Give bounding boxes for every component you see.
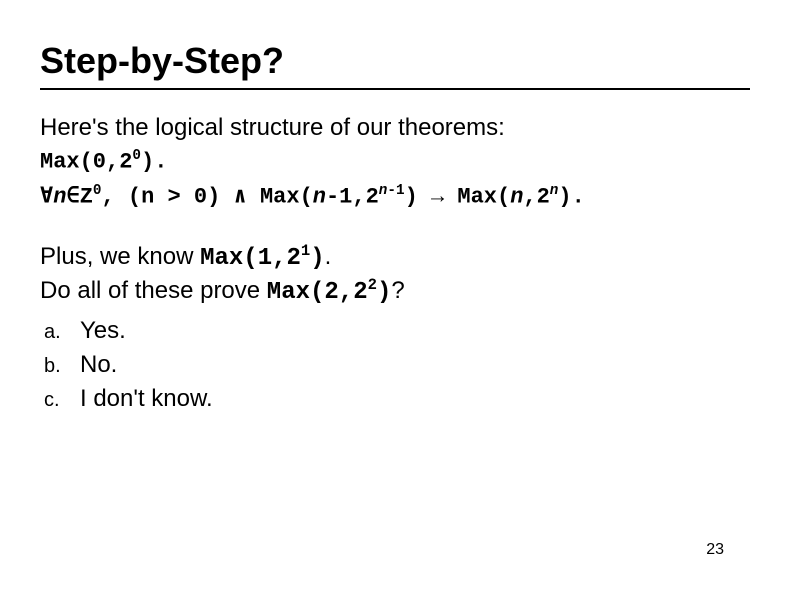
- t2-sup0: 0: [93, 183, 102, 199]
- plus-a: Plus, we know: [40, 243, 200, 270]
- q-d: ): [377, 279, 391, 306]
- answer-letter: c.: [44, 389, 80, 412]
- t2-inZ: ∈Z: [66, 184, 92, 209]
- plus-d: ): [310, 245, 324, 272]
- t2-end: ).: [558, 184, 584, 209]
- plus-e: .: [325, 243, 332, 270]
- theorem1-sup: 0: [132, 148, 141, 164]
- t2-mid1: , (n > 0) ∧ Max(: [102, 184, 313, 209]
- t2-n1: n: [53, 184, 66, 209]
- t2-n2: n: [313, 184, 326, 209]
- theorem1-part-a: Max(0,2: [40, 150, 132, 175]
- t2-sup-n1-m1: -1: [387, 183, 404, 199]
- q-e: ?: [391, 277, 404, 304]
- page-title: Step-by-Step?: [40, 40, 754, 82]
- q-c: 2: [368, 276, 377, 294]
- plus-b: Max(1,2: [200, 245, 301, 272]
- answer-letter: a.: [44, 321, 80, 344]
- answer-row: c. I don't know.: [44, 385, 754, 413]
- answer-letter: b.: [44, 355, 80, 378]
- page-number: 23: [706, 541, 724, 559]
- t2-n3: n: [510, 184, 523, 209]
- title-underline: [40, 88, 750, 90]
- theorem1-part-c: ).: [141, 150, 167, 175]
- theorem-line-2: ∀n∈Z0, (n > 0) ∧ Max(n-1,2n-1) → Max(n,2…: [40, 181, 754, 213]
- t2-mid4: ,2: [523, 184, 549, 209]
- intro-text: Here's the logical structure of our theo…: [40, 112, 754, 144]
- question-line: Do all of these prove Max(2,22)?: [40, 275, 754, 309]
- t2-forall: ∀: [40, 184, 53, 209]
- q-b: Max(2,2: [267, 279, 368, 306]
- t2-sup-n1: n-1: [379, 183, 405, 199]
- t2-mid2: -1,2: [326, 184, 379, 209]
- t2-mid3: ) → Max(: [405, 184, 511, 209]
- theorem-line-1: Max(0,20).: [40, 146, 754, 178]
- slide: Step-by-Step? Here's the logical structu…: [0, 0, 794, 413]
- answer-row: b. No.: [44, 351, 754, 379]
- plus-line: Plus, we know Max(1,21).: [40, 241, 754, 275]
- q-a: Do all of these prove: [40, 277, 267, 304]
- answer-text: Yes.: [80, 317, 126, 345]
- plus-c: 1: [301, 242, 310, 260]
- answer-list: a. Yes. b. No. c. I don't know.: [40, 317, 754, 413]
- answer-text: I don't know.: [80, 385, 213, 413]
- answer-row: a. Yes.: [44, 317, 754, 345]
- spacer: [40, 213, 754, 241]
- answer-text: No.: [80, 351, 117, 379]
